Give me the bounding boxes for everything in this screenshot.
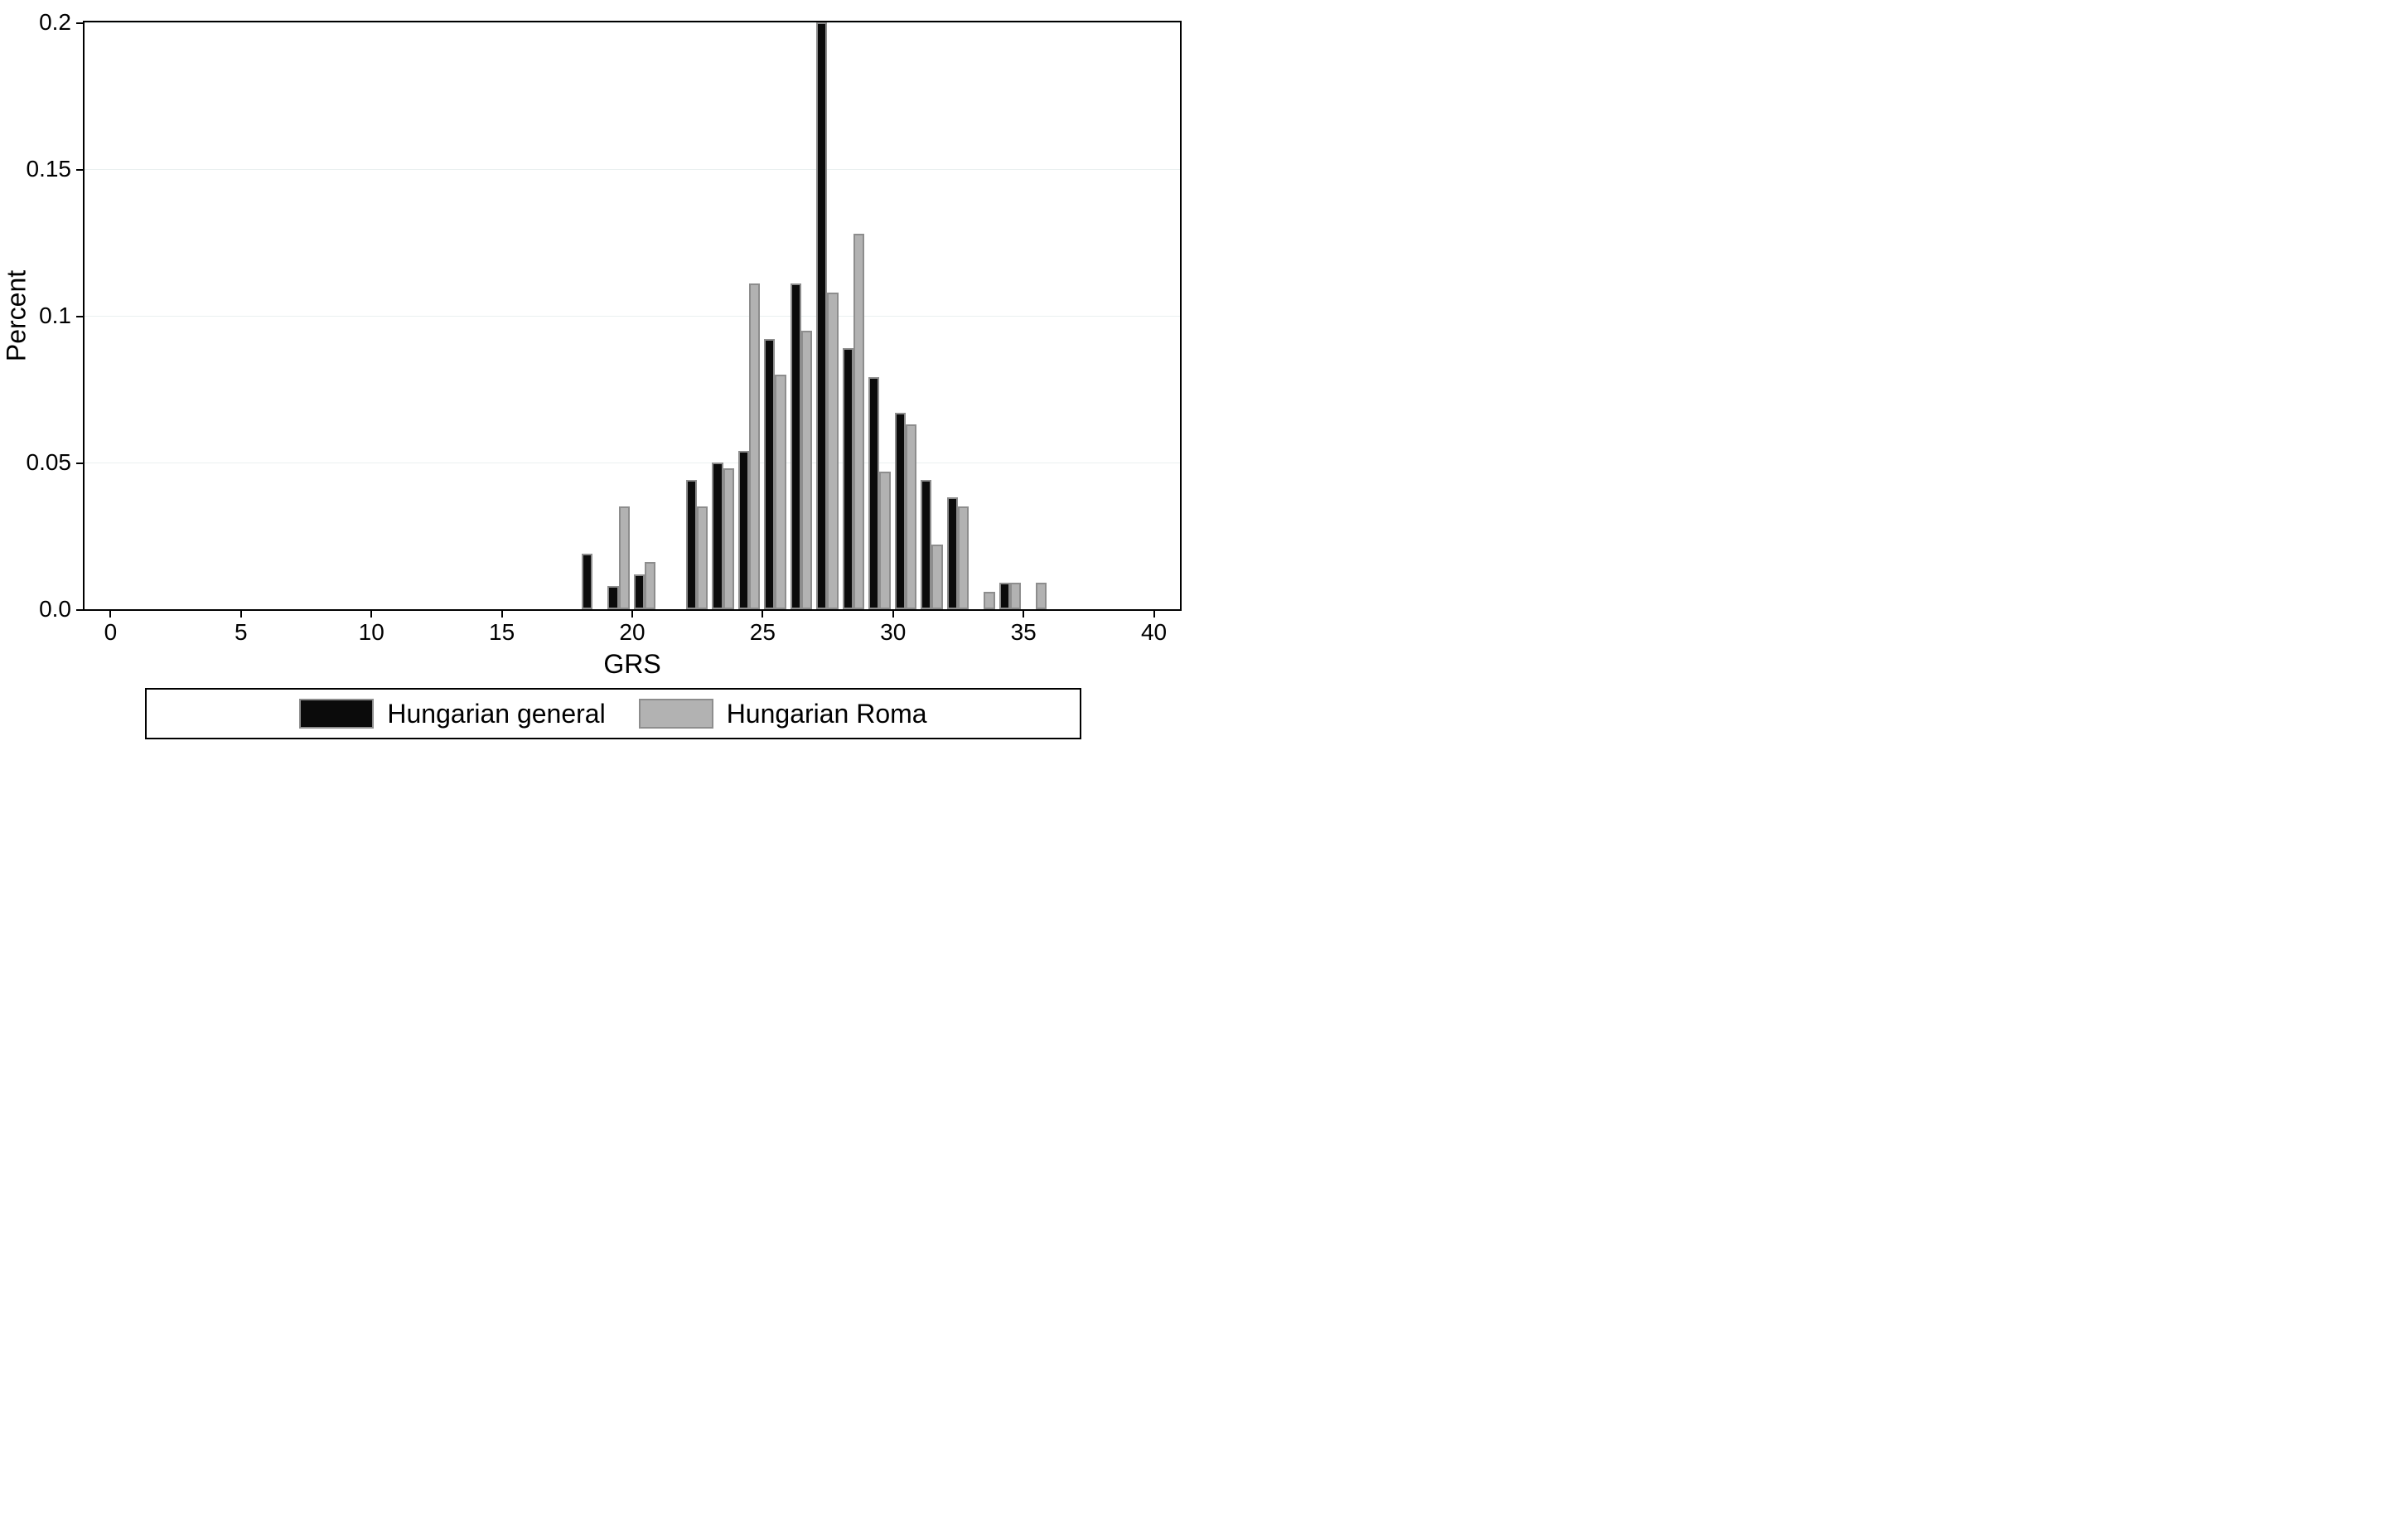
bar <box>895 413 906 609</box>
bar <box>853 234 864 609</box>
legend-label: Hungarian Roma <box>727 699 927 729</box>
x-tick-mark <box>109 609 111 618</box>
y-tick-mark <box>76 463 85 464</box>
gridline <box>85 22 1180 23</box>
bar <box>607 586 618 609</box>
x-tick-label: 35 <box>1011 619 1037 646</box>
x-tick-mark <box>631 609 633 618</box>
x-tick-mark <box>240 609 242 618</box>
gridline <box>85 316 1180 317</box>
bar <box>712 463 723 609</box>
x-tick-label: 30 <box>880 619 906 646</box>
legend-swatch <box>299 699 374 729</box>
bar <box>634 574 645 609</box>
x-tick-mark <box>1153 609 1155 618</box>
y-axis-title: Percent <box>2 270 32 361</box>
x-tick-mark <box>892 609 894 618</box>
x-tick-mark <box>370 609 372 618</box>
bar <box>686 480 697 609</box>
legend-item: Hungarian Roma <box>639 699 927 729</box>
x-tick-label: 40 <box>1141 619 1167 646</box>
bar <box>879 472 890 609</box>
y-tick-mark <box>76 609 85 611</box>
x-axis-title: GRS <box>603 649 660 680</box>
x-tick-label: 25 <box>750 619 776 646</box>
x-tick-label: 15 <box>489 619 515 646</box>
bar <box>619 506 630 609</box>
x-tick-label: 0 <box>104 619 118 646</box>
bar <box>1010 583 1021 609</box>
bar <box>775 375 786 609</box>
chart-container: 0.00.050.10.150.20510152025303540 Percen… <box>0 0 1204 758</box>
x-tick-mark <box>1023 609 1024 618</box>
bar <box>958 506 969 609</box>
gridline <box>85 169 1180 170</box>
y-tick-mark <box>76 22 85 24</box>
bar <box>645 562 655 609</box>
y-tick-mark <box>76 316 85 317</box>
plot-area: 0.00.050.10.150.20510152025303540 <box>83 21 1182 611</box>
y-tick-label: 0.15 <box>27 156 72 182</box>
x-tick-mark <box>762 609 763 618</box>
bar <box>931 545 942 609</box>
bar <box>764 339 775 609</box>
bar <box>791 283 801 609</box>
y-tick-label: 0.05 <box>27 449 72 476</box>
bar <box>827 293 838 609</box>
bar <box>906 424 916 609</box>
bar <box>697 506 708 609</box>
y-tick-label: 0.0 <box>39 596 71 622</box>
bar <box>801 331 812 609</box>
x-tick-label: 20 <box>619 619 645 646</box>
bar <box>723 468 734 609</box>
bar <box>816 22 827 609</box>
legend-item: Hungarian general <box>299 699 605 729</box>
legend-swatch <box>639 699 713 729</box>
legend: Hungarian general Hungarian Roma <box>145 688 1081 739</box>
bar <box>738 451 749 609</box>
legend-label: Hungarian general <box>387 699 605 729</box>
bar <box>749 283 760 609</box>
y-tick-label: 0.1 <box>39 303 71 329</box>
x-tick-label: 5 <box>235 619 248 646</box>
x-tick-mark <box>501 609 503 618</box>
y-tick-label: 0.2 <box>39 9 71 36</box>
bar <box>947 497 958 609</box>
bar <box>868 377 879 609</box>
bar <box>984 592 994 609</box>
bar <box>843 348 853 609</box>
x-tick-label: 10 <box>359 619 384 646</box>
bar <box>1036 583 1047 609</box>
bar <box>582 554 592 609</box>
y-tick-mark <box>76 169 85 171</box>
bar <box>921 480 931 609</box>
bar <box>999 583 1010 609</box>
